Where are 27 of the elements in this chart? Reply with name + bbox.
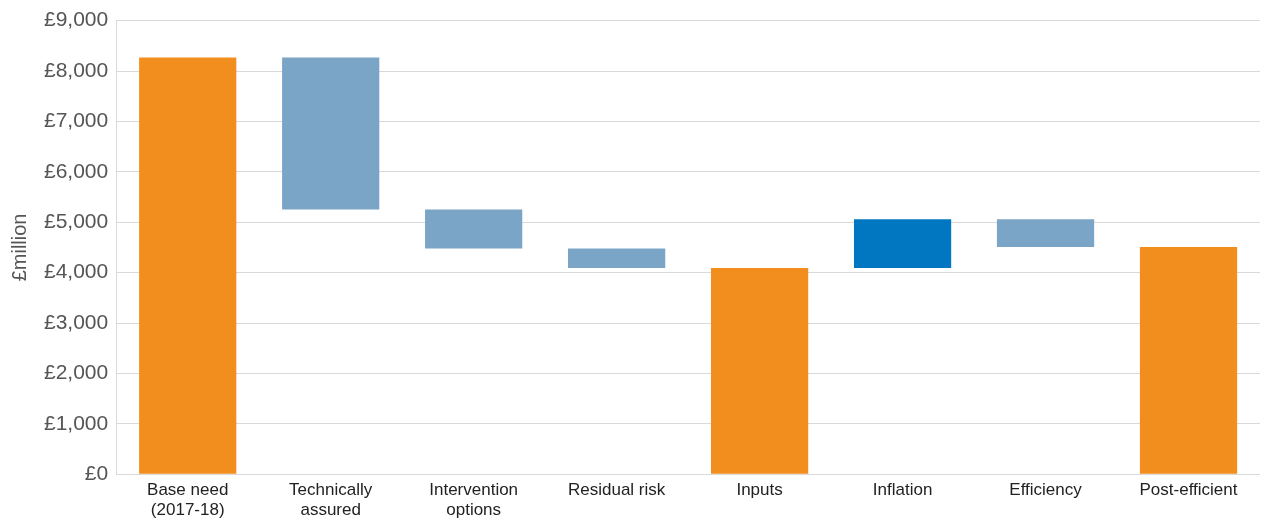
y-tick-label: £6,000	[44, 158, 109, 182]
y-axis-title: £million	[7, 213, 30, 282]
x-tick-label: Residual risk	[567, 480, 666, 500]
bar	[996, 219, 1095, 247]
bar	[710, 268, 809, 474]
x-tick-label: Technically assured	[289, 480, 373, 520]
y-tick-label: £5,000	[44, 209, 109, 232]
bar	[853, 219, 952, 269]
x-tick-label: Base need (2017-18)	[147, 480, 229, 520]
y-tick-label: £3,000	[44, 309, 109, 333]
y-tick-label: £2,000	[44, 360, 109, 384]
y-tick-label: £0	[84, 461, 109, 484]
bar	[425, 209, 523, 249]
x-tick-label: Intervention options	[429, 480, 519, 520]
y-tick-label: £9,000	[44, 7, 109, 31]
y-tick-label: £4,000	[44, 259, 109, 283]
x-tick-label: Inflation	[872, 480, 933, 500]
y-tick-label: £8,000	[44, 57, 109, 81]
bar	[1139, 246, 1238, 474]
bar	[282, 57, 380, 210]
x-tick-label: Post-efficient	[1139, 480, 1238, 500]
x-tick-label: Efficiency	[1009, 480, 1083, 500]
bar	[139, 57, 237, 474]
bar	[568, 248, 666, 269]
y-tick-label: £7,000	[44, 108, 109, 132]
y-tick-label: £1,000	[44, 410, 109, 434]
x-tick-label: Inputs	[736, 480, 783, 500]
